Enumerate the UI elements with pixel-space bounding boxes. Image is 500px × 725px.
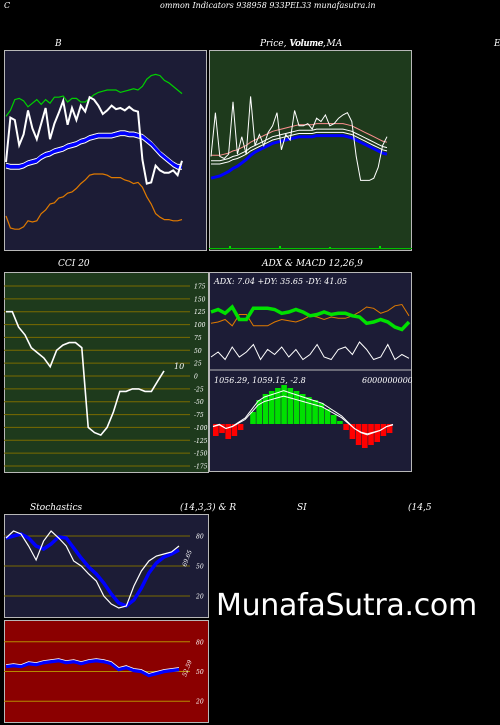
rsi-tick-label: 20 <box>195 699 204 706</box>
cci-tick-label: 50 <box>194 348 202 355</box>
rsi-line <box>5 658 180 678</box>
stochastics-d-line <box>5 532 180 609</box>
cci-tick-label: -100 <box>194 425 208 432</box>
plus-dy-line <box>210 304 411 332</box>
macd-histogram-bar <box>330 415 337 424</box>
macd-histogram-bar <box>287 388 294 424</box>
price-ma-white-line <box>211 128 388 162</box>
cci-end-label: 10 <box>174 362 184 371</box>
cci-line <box>6 310 165 437</box>
price-ma-blue-line <box>210 134 388 180</box>
cci-tick-label: 175 <box>194 284 206 291</box>
page-header-prefix: C <box>4 1 11 10</box>
bb-middle-line <box>5 131 182 169</box>
rsi-title: SI <box>297 503 307 513</box>
adx-line <box>210 341 410 361</box>
adx-readout: ADX: 7.04 +DY: 35.65 -DY: 41.05 <box>213 277 347 286</box>
bb-close-line <box>5 95 183 185</box>
watermark: MunafaSutra.com <box>216 588 477 623</box>
macd-histogram-bar <box>268 391 275 424</box>
stochastics-tick-label: 50 <box>196 564 204 571</box>
bollinger-background <box>4 50 207 251</box>
cci-title: CCI 20 <box>58 259 90 269</box>
macd-histogram-bar <box>219 424 225 433</box>
bb-upper-line <box>5 73 183 117</box>
cci-tick-label: 75 <box>194 335 202 342</box>
macd-histogram-bar <box>306 397 312 424</box>
clipped-edge-label: E <box>494 39 500 49</box>
macd-histogram-bar <box>293 391 300 424</box>
cci-tick-label: -50 <box>194 399 204 406</box>
stochastics-title: Stochastics <box>30 503 83 513</box>
price-close-line <box>210 96 388 181</box>
macd-histogram-bar <box>318 403 325 424</box>
page-header-title: ommon Indicators 938958 933PEL33 munafas… <box>160 1 376 10</box>
rsi-params: (14,5 <box>408 503 432 513</box>
macd-histogram-bar <box>231 424 238 436</box>
macd-line <box>212 390 394 436</box>
macd-histogram-bar <box>299 394 306 424</box>
cci-tick-label: -175 <box>194 464 208 471</box>
cci-tick-label: -150 <box>194 451 208 458</box>
cci-tick-label: 150 <box>194 296 206 303</box>
price-volume-chart <box>209 50 412 251</box>
rsi-tick-label: 80 <box>196 639 204 646</box>
adx-macd-title: ADX & MACD 12,26,9 <box>262 259 363 269</box>
macd-readout: 1056.29, 1059.15, -2.8 <box>214 376 306 385</box>
price-volume-title: Price, Volume, <box>260 39 326 49</box>
macd-big-number: 600000000001 <box>362 376 412 385</box>
rsi-avg-line <box>5 658 180 674</box>
macd-signal-line <box>212 395 394 435</box>
cci-tick-label: 25 <box>193 361 202 368</box>
bollinger-chart <box>4 50 207 251</box>
stochastics-tick-label: 80 <box>196 534 204 541</box>
stochastics-tick-label: 20 <box>195 594 204 601</box>
stochastics-k-line <box>5 530 180 609</box>
macd-histogram-bar <box>362 424 368 448</box>
macd-histogram-bar <box>225 424 231 439</box>
macd-histogram-bar <box>256 400 262 424</box>
cci-background <box>4 272 209 473</box>
cci-tick-label: -75 <box>194 412 204 419</box>
volume-bars <box>209 246 412 249</box>
macd-histogram-bar <box>337 421 343 424</box>
rsi-tick-label: 50 <box>196 669 204 676</box>
adx-background <box>209 272 412 472</box>
macd-histogram-bar <box>275 388 281 424</box>
cci-chart: 175 150 125 100 75 50 25 0 -25 -50 -75 -100 -125 -150… <box>4 272 209 473</box>
cci-tick-label: 0 <box>194 374 198 381</box>
cci-tick-label: -25 <box>194 386 204 393</box>
macd-histogram-bar <box>237 424 244 430</box>
bollinger-title: B <box>55 39 62 49</box>
volume-ma-title: Volume MA <box>290 39 343 49</box>
macd-histogram-bar <box>349 424 356 439</box>
macd-histogram-bar <box>324 409 331 424</box>
macd-histogram-bar <box>355 424 362 445</box>
adx-macd-chart: ADX: 7.04 +DY: 35.65 -DY: 41.05 1056.29,… <box>209 272 412 472</box>
macd-histogram-bar <box>380 424 387 436</box>
cci-tick-label: 125 <box>194 309 206 316</box>
price-ma-white-line-2 <box>211 131 388 165</box>
macd-histogram-bar <box>312 400 318 424</box>
macd-histogram-bar <box>374 424 380 442</box>
stochastics-params: (14,3,3) & R <box>180 503 237 513</box>
macd-histogram-bar <box>262 394 269 424</box>
bb-lower-line <box>5 173 183 230</box>
bb-middle-lower-edge <box>5 135 182 170</box>
macd-histogram-bar <box>368 424 374 445</box>
macd-histogram-bar <box>343 424 349 430</box>
cci-tick-label: 100 <box>194 322 206 329</box>
macd-histogram-bar <box>250 412 256 424</box>
macd-histogram-bar <box>281 385 287 424</box>
macd-histogram-bar <box>213 424 219 436</box>
cci-tick-label: -125 <box>194 438 208 445</box>
macd-histogram-bar <box>386 424 393 433</box>
